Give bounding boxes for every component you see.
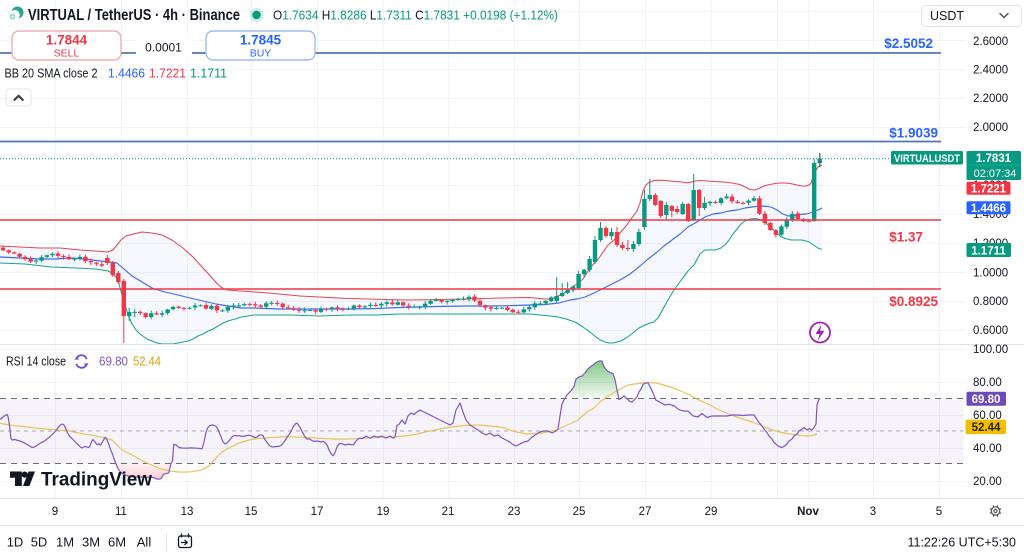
svg-text:40.00: 40.00	[973, 443, 1002, 455]
svg-text:SELL: SELL	[54, 48, 80, 60]
svg-text:USDT: USDT	[930, 9, 964, 23]
svg-text:TradingView: TradingView	[41, 469, 153, 491]
svg-text:2.6000: 2.6000	[973, 36, 1008, 48]
svg-text:3: 3	[870, 506, 876, 518]
svg-text:O1.7634 H1.8286 L1.7311 C1.783: O1.7634 H1.8286 L1.7311 C1.7831 +0.0198 …	[273, 8, 558, 23]
svg-text:0.6000: 0.6000	[973, 325, 1008, 337]
svg-text:52.44: 52.44	[972, 422, 1001, 434]
svg-text:15: 15	[245, 506, 258, 518]
svg-text:23: 23	[508, 506, 521, 518]
svg-text:BB 20 SMA close 2: BB 20 SMA close 2	[5, 66, 98, 81]
svg-text:1.7831: 1.7831	[976, 153, 1012, 165]
svg-text:1.4466: 1.4466	[108, 67, 145, 81]
svg-text:$1.37: $1.37	[889, 230, 923, 245]
svg-text:Nov: Nov	[797, 506, 819, 518]
svg-text:All: All	[137, 535, 152, 550]
svg-text:5: 5	[936, 506, 942, 518]
svg-text:1.1711: 1.1711	[190, 67, 227, 81]
svg-text:1.7221: 1.7221	[971, 183, 1007, 195]
svg-text:80.00: 80.00	[973, 377, 1002, 389]
svg-text:13: 13	[181, 506, 194, 518]
svg-text:1.7844: 1.7844	[46, 33, 88, 48]
svg-text:1.7221: 1.7221	[149, 67, 186, 81]
svg-text:BUY: BUY	[250, 48, 272, 60]
svg-text:9: 9	[52, 506, 58, 518]
svg-text:29: 29	[705, 506, 718, 518]
svg-text:VIRTUALUSDT: VIRTUALUSDT	[894, 153, 960, 165]
svg-text:0.0001: 0.0001	[145, 41, 182, 55]
svg-text:RSI 14 close: RSI 14 close	[6, 355, 66, 369]
svg-text:2.0000: 2.0000	[973, 122, 1008, 134]
svg-text:$2.5052: $2.5052	[884, 36, 933, 51]
svg-text:$1.9039: $1.9039	[889, 126, 938, 141]
svg-text:1M: 1M	[56, 535, 74, 550]
svg-text:2.2000: 2.2000	[973, 93, 1008, 105]
svg-text:11: 11	[115, 506, 127, 518]
svg-text:VIRTUAL / TetherUS · 4h · Bina: VIRTUAL / TetherUS · 4h · Binance	[28, 7, 240, 24]
svg-text:27: 27	[639, 506, 652, 518]
svg-text:17: 17	[311, 506, 324, 518]
svg-text:1.4466: 1.4466	[971, 203, 1006, 215]
svg-text:21: 21	[442, 506, 455, 518]
svg-text:0.8000: 0.8000	[973, 296, 1008, 308]
svg-text:1.7845: 1.7845	[240, 33, 282, 48]
svg-text:20.00: 20.00	[973, 476, 1002, 488]
svg-text:11:22:26 UTC+5:30: 11:22:26 UTC+5:30	[907, 536, 1016, 550]
svg-text:6M: 6M	[108, 535, 126, 550]
svg-text:52.44: 52.44	[133, 355, 161, 369]
svg-text:100.00: 100.00	[973, 344, 1008, 356]
svg-text:19: 19	[377, 506, 390, 518]
svg-text:1.0000: 1.0000	[973, 268, 1008, 280]
svg-text:1.1711: 1.1711	[971, 245, 1006, 257]
svg-text:3M: 3M	[82, 535, 100, 550]
svg-text:60.00: 60.00	[973, 410, 1002, 422]
svg-text:2.4000: 2.4000	[973, 65, 1008, 77]
svg-text:02:07:34: 02:07:34	[974, 168, 1017, 180]
svg-text:5D: 5D	[31, 535, 48, 550]
svg-text:$0.8925: $0.8925	[889, 294, 938, 309]
svg-text:69.80: 69.80	[99, 355, 128, 369]
svg-text:69.80: 69.80	[972, 394, 1001, 406]
svg-text:1D: 1D	[7, 535, 24, 550]
svg-text:25: 25	[573, 506, 586, 518]
